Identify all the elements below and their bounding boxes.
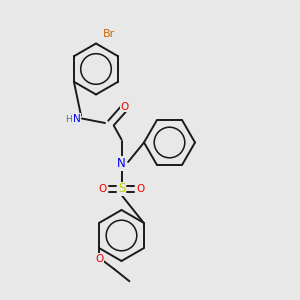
Text: S: S bbox=[118, 182, 125, 196]
Text: O: O bbox=[99, 184, 107, 194]
Text: O: O bbox=[95, 254, 104, 264]
Text: Br: Br bbox=[103, 29, 115, 39]
Text: O: O bbox=[136, 184, 144, 194]
Text: O: O bbox=[120, 101, 129, 112]
Text: N: N bbox=[73, 113, 80, 124]
Text: N: N bbox=[117, 157, 126, 170]
Text: H: H bbox=[65, 116, 71, 124]
